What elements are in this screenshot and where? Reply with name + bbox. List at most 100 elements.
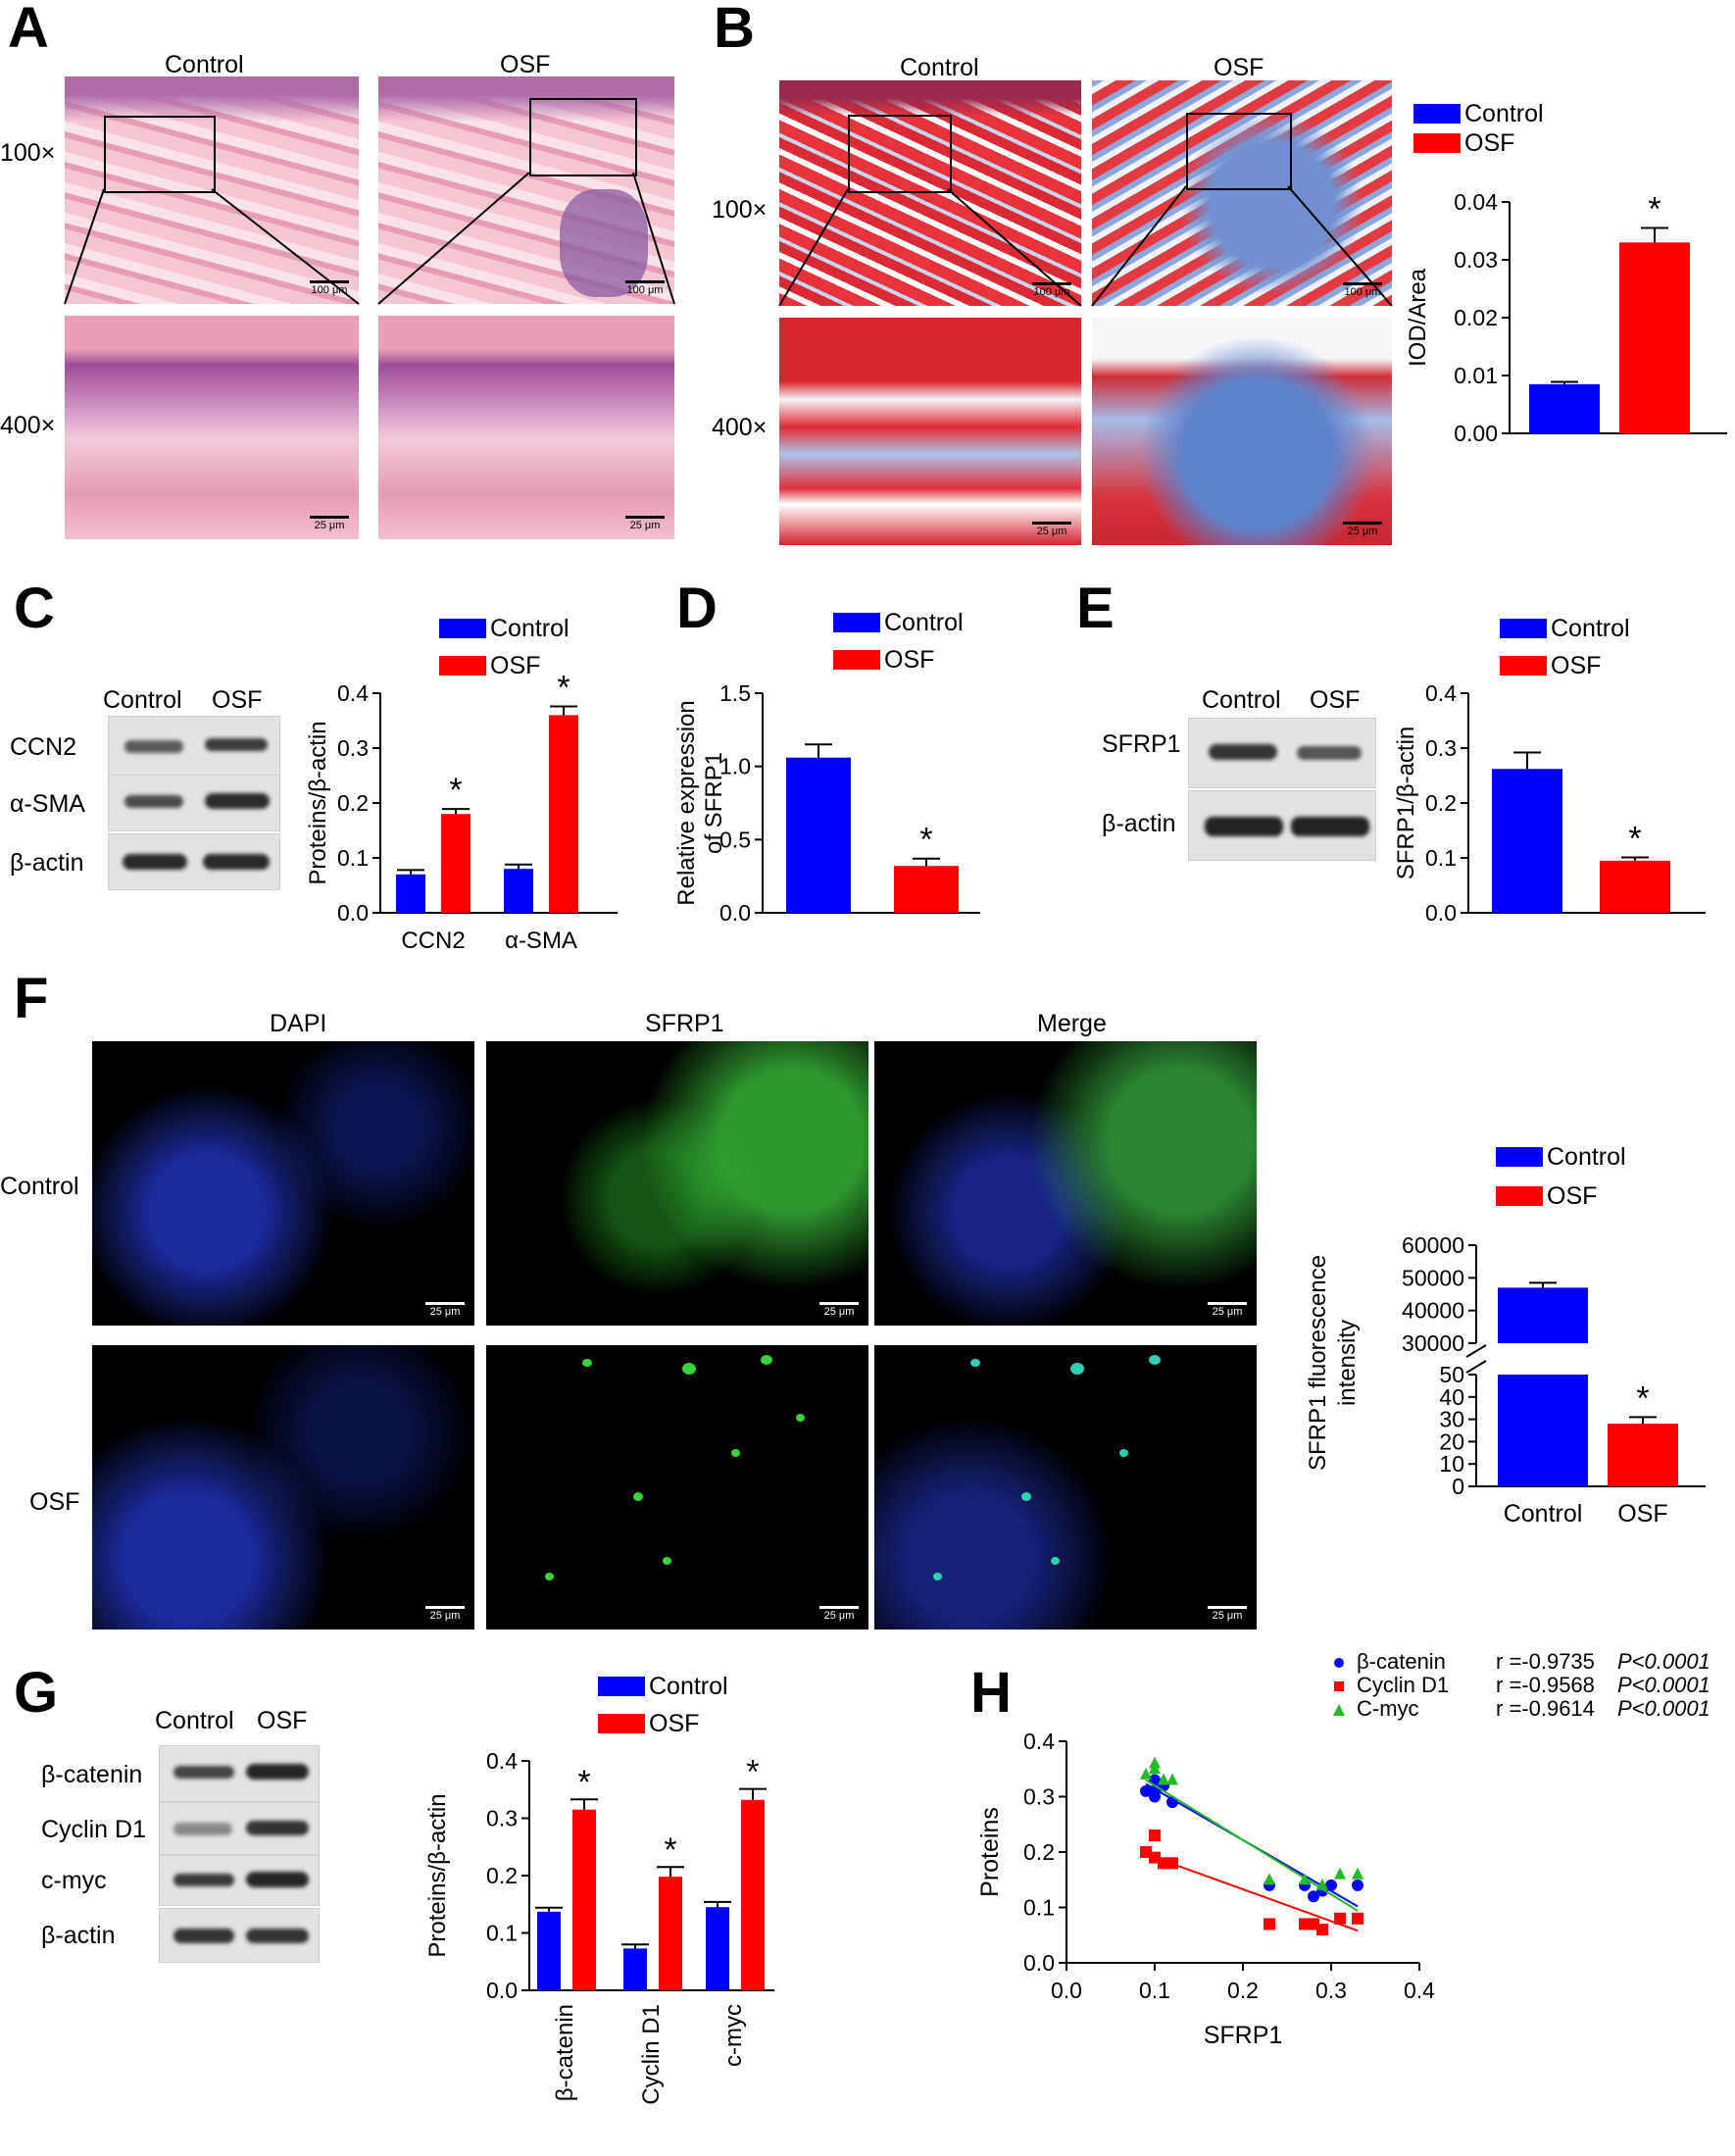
significance-star: * [746,1754,759,1791]
x-tick-label: Control [1504,1500,1583,1528]
y-tick-label: 0.2 [1425,790,1457,816]
c-blot-bactin [108,833,280,890]
y-tick-label: 0 [1452,1474,1464,1499]
e-row-label-bactin: β-actin [1102,810,1176,837]
y-tick-label: 0.04 [1454,189,1498,215]
scatter-point [1325,1879,1337,1891]
legend-label: OSF [1547,1182,1597,1210]
scatter-point [1308,1890,1319,1903]
legend-label: OSF [649,1710,699,1737]
significance-star: * [449,772,462,809]
e-lane-label-osf: OSF [1310,686,1361,714]
significance-star: * [1648,191,1661,228]
bar [706,1907,729,1990]
b-osf-400x-micrograph: 25 μm [1092,318,1392,545]
a-gland-cluster [560,189,648,297]
scatter-point [1149,1762,1161,1775]
legend-p-value: P<0.0001 [1617,1649,1710,1674]
y-axis-label: Proteins/β-actin [305,721,331,884]
bar [1498,1375,1588,1486]
bar [659,1877,682,1990]
f-control-dapi-image: 25 μm [92,1041,474,1326]
a-scalebar: 100 μm [625,280,665,296]
y-tick-label: 0.4 [486,1748,518,1774]
significance-star: * [919,822,932,859]
y-axis-label: Proteins [976,1807,1004,1897]
x-tick-label: 0.2 [1227,1978,1259,2003]
a-osf-400x-micrograph: 25 μm [378,316,674,539]
f-control-sfrp1-image: 25 μm [486,1041,868,1326]
y-tick-label: 0.2 [1023,1839,1055,1865]
bar [786,757,851,913]
y-tick-label: 50000 [1402,1265,1464,1290]
legend-r-value: r =-0.9735 [1496,1649,1595,1674]
bar [1608,1424,1678,1486]
regression-line [1145,1779,1359,1912]
bar [537,1911,561,1990]
f-scalebar: 25 μm [425,1606,465,1622]
a-row-label-400x: 400× [0,412,56,439]
significance-star: * [664,1831,676,1869]
chart-c: Control OSF 0.0 0.1 0.2 0.3 0.4Proteins/β-acti… [305,615,618,954]
legend-marker [1334,1681,1344,1691]
a-scalebar: 25 μm [310,516,349,531]
significance-star: * [557,669,570,706]
panel-letter-d: D [676,577,718,640]
legend-label: Control [884,609,964,636]
g-row-label-bactin: β-actin [41,1922,116,1949]
g-row-label-cmyc: c-myc [41,1867,107,1894]
g-row-label-bcatenin: β-catenin [41,1761,143,1788]
y-tick-label: 0.5 [719,827,751,852]
x-tick-label: 0.1 [1139,1978,1170,2003]
b-control-400x-micrograph: 25 μm [779,318,1081,545]
legend-swatch [833,650,880,670]
legend-label: Control [490,615,570,642]
y-tick-label: 10 [1439,1451,1464,1477]
y-tick-label: 30000 [1402,1330,1464,1356]
y-tick-label: 0.02 [1454,305,1498,330]
y-tick-label: 1.0 [719,754,751,779]
b-zoom-box [848,115,952,193]
y-tick-label: 0.3 [1023,1784,1055,1810]
significance-star: * [577,1764,590,1801]
f-col-label-merge: Merge [1037,1010,1107,1037]
scatter-point [1140,1767,1152,1780]
x-axis-label: SFRP1 [1204,2022,1283,2049]
y-tick-label: 0.4 [1023,1729,1055,1754]
a-scalebar: 25 μm [625,516,665,531]
b-scalebar: 25 μm [1343,522,1382,537]
scatter-point [1149,1830,1161,1842]
f-scalebar: 25 μm [1208,1302,1247,1318]
legend-label: Control [1464,100,1544,127]
f-control-merge-image: 25 μm [874,1041,1257,1326]
b-row-label-400x: 400× [712,414,768,441]
f-scalebar: 25 μm [819,1302,859,1318]
scatter-point [1334,1912,1346,1925]
scatter-point [1158,1773,1169,1785]
x-tick-label: 0.4 [1404,1978,1435,2003]
legend-series-name: β-catenin [1357,1649,1446,1674]
y-tick-label: 0.3 [486,1806,518,1831]
y-tick-label: 0.1 [1425,845,1457,871]
f-scalebar: 25 μm [425,1302,465,1318]
y-axis-label: SFRP1/β-actin [1393,727,1419,880]
scatter-point [1316,1878,1328,1890]
y-axis-label: SFRP1 fluorescence [1305,1255,1331,1471]
legend-swatch [439,619,486,638]
y-tick-label: 0.1 [1023,1895,1055,1921]
c-row-label-ccn2: CCN2 [10,733,77,761]
scatter-point [1334,1867,1346,1880]
scatter-point [1352,1867,1363,1880]
bar [396,874,425,913]
legend-swatch [1496,1147,1543,1167]
axis-break-mark [1465,1344,1487,1358]
chart-d: Control OSF 0.0 0.5 1.0 1.5 Relative expressio… [676,609,980,926]
y-axis-label: IOD/Area [1405,268,1431,367]
g-lane-label-osf: OSF [257,1707,308,1734]
y-tick-label: 0.03 [1454,247,1498,273]
legend-p-value: P<0.0001 [1617,1696,1710,1721]
b-row-label-100x: 100× [712,196,768,224]
c-blot-ccn2 [108,716,280,777]
